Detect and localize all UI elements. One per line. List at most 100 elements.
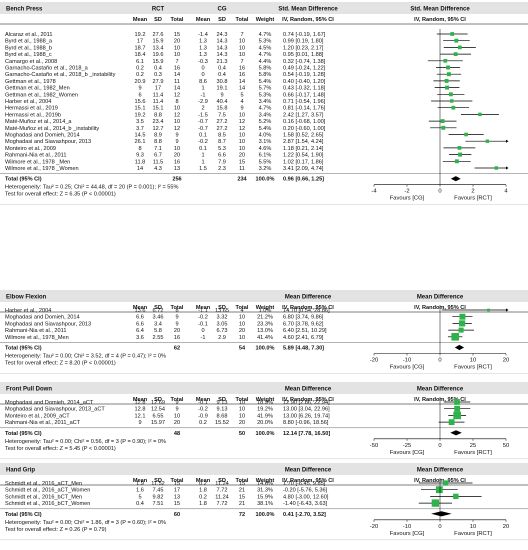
study-ci: 0.54 [-0.19, 1.28] [283,72,326,78]
group2-total: 10 [239,413,245,419]
group2-sd: 9.13 [217,407,228,413]
study-square [454,405,461,412]
x-tick-label: -50 [370,443,378,449]
study-name: Hermassi et al., 2019b [5,112,61,118]
study-square [435,486,443,494]
group2-mean: -0.2 [198,315,208,321]
study-weight: 4.4% [259,59,272,65]
study-square [444,78,449,83]
study-name: Moghadasi and Domieh, 2014 [5,315,80,321]
study-weight: 5.4% [259,126,272,132]
group1-sd: 0.4 [154,66,162,72]
study-weight: 15.9% [257,494,273,500]
group2-sd: 14.3 [217,39,228,45]
group1-sd: 15.9 [153,59,164,65]
group2-sd: 14.3 [217,52,228,58]
group1-mean: 1.9 [136,481,144,487]
study-square [446,65,451,70]
study-ci: 0.74 [-0.19, 1.67] [283,32,326,38]
group1-total: 10 [174,119,180,125]
group1-label: RCT [152,7,165,13]
study-square [454,159,459,164]
group1-total: 10 [174,45,180,51]
study-ci: 0.81 [-0.14, 1.76] [283,106,326,112]
study-square [459,313,466,320]
study-square [450,32,455,36]
column-header: Weight [256,17,275,23]
group2-sd: 2.9 [218,335,226,341]
study-weight: 3.4% [259,112,272,118]
group1-total: 16 [174,159,180,165]
group1-mean: 18.7 [135,45,146,51]
group1-total: 12 [174,92,180,98]
study-ci: 0.32 [-0.74, 1.38] [283,59,326,65]
study-ci: 2.42 [1.27, 3.57] [283,112,324,118]
study-name: Alcaraz et al., 2011 [5,32,52,38]
total-diamond [450,430,462,436]
study-weight: 3.4% [259,99,272,105]
group1-mean: 5 [138,494,141,500]
group2-sd: 8.7 [218,139,226,145]
study-square [451,105,456,110]
study-name: Monteiro et al., 2009 [5,146,56,152]
study-square [494,166,498,170]
group2-mean: -1 [201,92,206,98]
favours-right-label: Favours [RCT] [454,450,492,456]
group1-sd: 7.51 [153,501,164,507]
study-ci: 1.22 [0.54, 1.90] [283,153,324,159]
study-weight: 5.8% [259,72,272,78]
group1-sd: 11.4 [153,99,163,105]
group2-total: 10 [239,52,245,58]
effect-subheader: IV, Random, 95% CI [282,305,334,311]
study-name: Maté-Muñoz et al., 2014_a [5,119,72,125]
total-label: Total (95% CI) [5,431,42,437]
group1-sd: 7.45 [153,488,164,494]
group2-total: 10 [239,45,245,51]
x-tick-label: 10 [470,358,476,364]
study-ci: 0.40 [-0.40, 1.20] [283,79,326,85]
group1-mean: 12.8 [135,400,146,406]
study-name: Maté-Muñoz et al., 2014_b _instability [5,126,99,132]
study-ci: 1.18 [0.21, 2.14] [283,146,324,152]
group1-mean: 6 [138,92,141,98]
group2-total: 16 [239,72,245,78]
study-ci: 3.41 [2.09, 4.74] [283,166,324,172]
total-diamond [431,511,452,517]
group1-sd: 23.4 [153,119,164,125]
study-square [449,99,454,103]
group2-total: 10 [239,139,245,145]
group2-total: 14 [239,79,245,85]
study-square [458,152,463,157]
group2-mean: 0 [201,66,204,72]
study-weight: 21.2% [257,315,273,321]
column-header: Total [236,17,249,23]
group1-total: 10 [174,413,180,419]
group2-total: 4 [240,308,243,314]
favours-right-label: Favours [RCT] [454,196,492,202]
group2-mean: -1.4 [198,32,208,38]
group2-total: 20 [239,420,245,426]
total-diamond [454,344,465,351]
x-tick-label: -10 [403,358,411,364]
study-weight: 5.8% [259,66,272,72]
group2-label: CG [218,7,227,13]
study-name: Wilmore et al., 1978_Men [5,335,69,341]
study-name: Hermassi et al., 2019 [5,106,58,112]
group2-mean: 0.1 [199,133,207,139]
study-weight: 41.4% [257,335,273,341]
group2-sd: 7.9 [218,159,226,165]
column-header: SD [154,17,162,23]
study-weight: 14.6% [257,481,273,487]
study-weight: 4.0% [259,133,272,139]
plot-header: Mean Difference [417,468,464,474]
study-weight: 23.3% [257,321,273,327]
x-tick-label: -10 [403,524,411,530]
column-header: Mean [196,397,211,403]
total-ci: 0.41 [-2.70, 3.52] [283,512,326,518]
group1-sd: 4.3 [154,166,162,172]
study-square [431,499,440,507]
total-label: Total (95% CI) [5,177,42,183]
group1-mean: 15.6 [135,99,146,105]
x-tick-label: 0 [438,443,441,449]
